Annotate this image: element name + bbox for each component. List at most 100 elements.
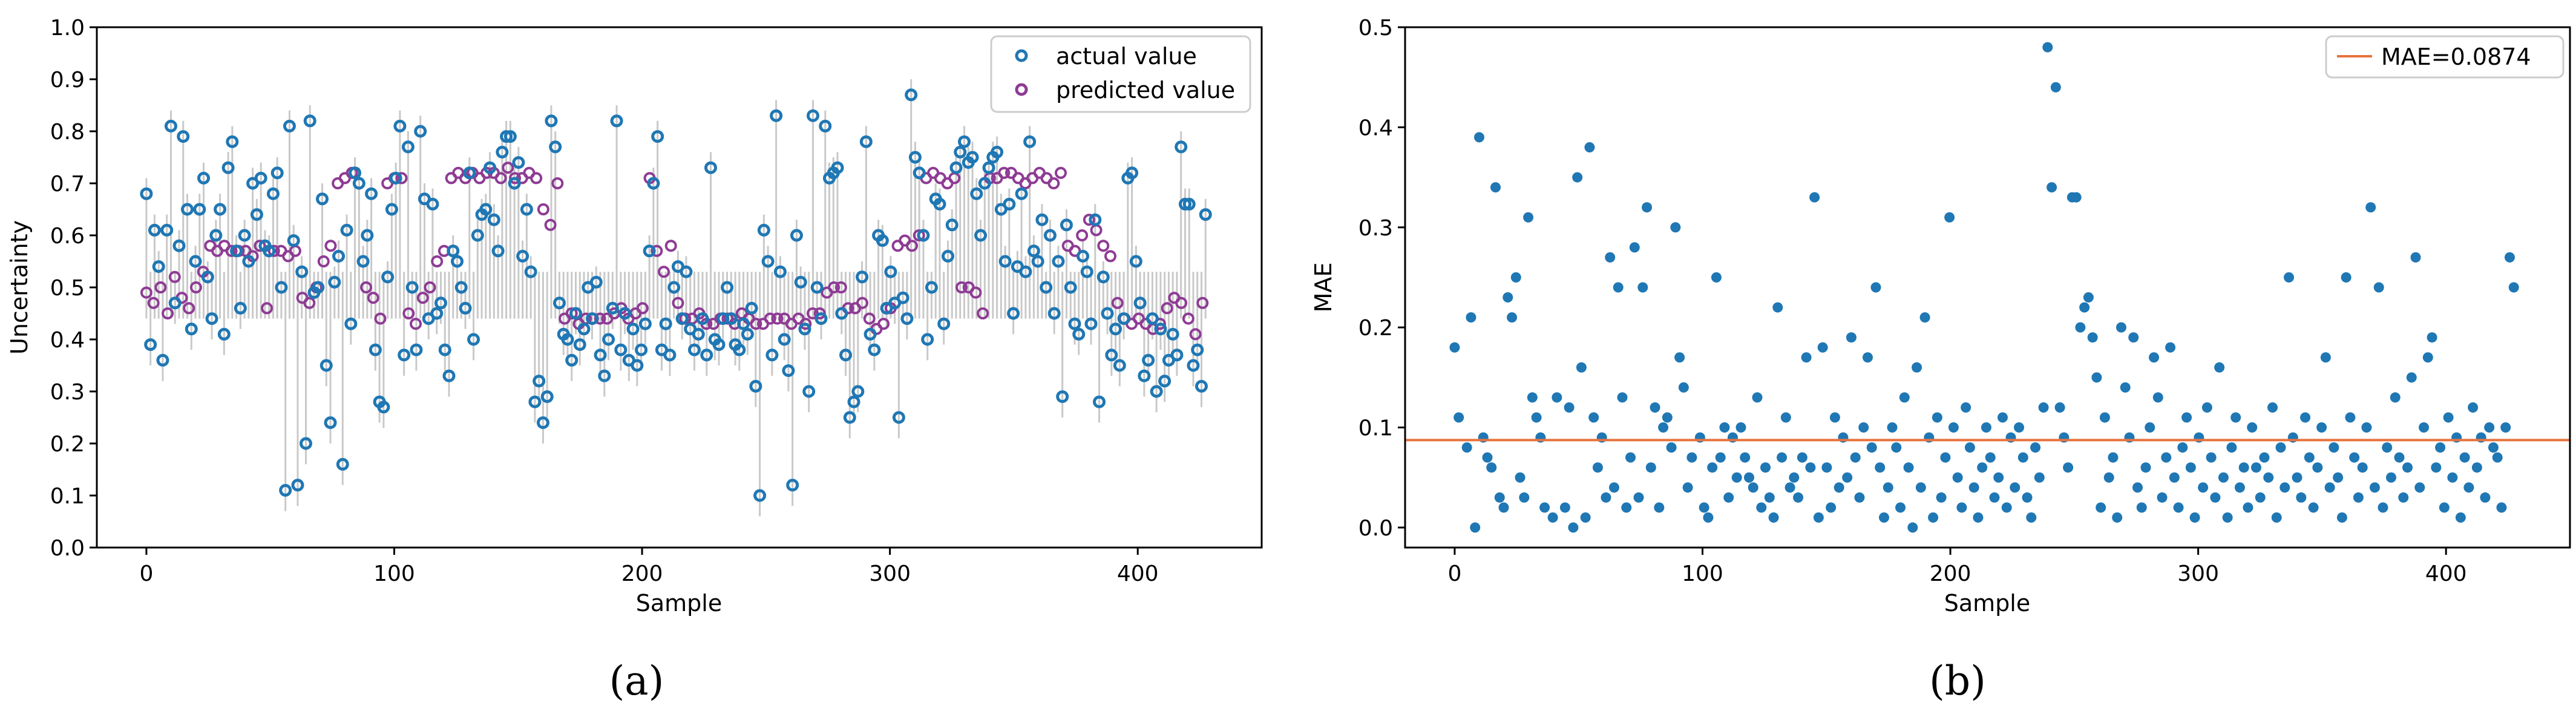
actual-point — [479, 203, 493, 216]
mae-point — [2496, 502, 2507, 513]
panel-label-a: (a) — [609, 658, 664, 704]
mae-point — [1797, 452, 1807, 463]
y-tick-label: 0.8 — [50, 120, 85, 145]
y-tick-label: 0.6 — [50, 224, 85, 249]
legend-box — [2325, 35, 2565, 79]
mae-point — [1588, 412, 1599, 423]
mae-point — [1891, 442, 1902, 453]
actual-point — [856, 270, 869, 284]
actual-point — [524, 265, 537, 278]
actual-point — [941, 249, 954, 263]
mae-point — [1936, 492, 1947, 503]
actual-value-series — [140, 88, 1212, 502]
mae-point — [1552, 392, 1562, 403]
actual-point — [483, 161, 497, 174]
actual-point — [299, 437, 312, 450]
actual-point — [949, 161, 963, 174]
actual-point — [164, 119, 177, 132]
mae-point — [1968, 482, 1979, 493]
mae-point — [2010, 482, 2020, 493]
actual-point — [1113, 359, 1126, 372]
y-tick-label: 0.0 — [50, 536, 85, 561]
actual-point — [140, 187, 153, 200]
predicted-point — [799, 318, 812, 330]
actual-point — [635, 343, 648, 356]
actual-point — [847, 395, 860, 408]
actual-point — [1047, 307, 1061, 320]
mae-point — [1903, 462, 1914, 473]
actual-point — [659, 317, 672, 330]
mae-point — [2336, 512, 2347, 523]
actual-point — [463, 166, 476, 180]
predicted-point — [1047, 177, 1060, 189]
x-tick-label: 0 — [139, 561, 153, 586]
predicted-point — [416, 292, 429, 304]
actual-point — [291, 479, 304, 492]
mae-point — [2341, 272, 2352, 283]
mae-point — [2201, 402, 2212, 413]
mae-point — [1674, 352, 1685, 363]
mae-point — [2320, 352, 2331, 363]
y-tick-label: 0.9 — [50, 68, 85, 93]
actual-point — [1076, 249, 1089, 263]
actual-point — [447, 244, 460, 258]
mae-point — [2422, 352, 2433, 363]
actual-point — [651, 130, 664, 143]
actual-point — [577, 322, 591, 336]
mae-point — [1731, 472, 1742, 483]
actual-point — [606, 301, 619, 315]
actual-point — [1142, 353, 1155, 367]
actual-point — [954, 145, 967, 159]
mae-point — [2308, 502, 2319, 513]
actual-point — [549, 140, 562, 154]
actual-point — [1101, 307, 1114, 320]
actual-point — [933, 197, 946, 211]
actual-point — [552, 296, 566, 310]
mae-point — [1559, 502, 1570, 513]
actual-point — [851, 385, 865, 398]
actual-point — [614, 343, 628, 356]
predicted-point — [664, 240, 677, 252]
predicted-point — [254, 240, 266, 252]
actual-point — [1138, 369, 1151, 382]
actual-point — [385, 203, 398, 216]
actual-point — [1023, 135, 1037, 148]
actual-point — [340, 223, 353, 237]
mae-point — [1743, 472, 1754, 483]
mae-point — [2267, 402, 2278, 413]
predicted-point — [360, 281, 373, 293]
mae-point — [2390, 392, 2401, 403]
mae-point — [1932, 412, 1942, 423]
mae-point — [1961, 402, 1971, 413]
mae-point — [2210, 492, 2221, 503]
mae-point — [2324, 482, 2335, 493]
predicted-point — [162, 307, 174, 319]
actual-point — [573, 338, 586, 352]
y-tick-label: 0.3 — [1358, 216, 1393, 241]
mae-point — [1629, 242, 1640, 253]
actual-point — [316, 192, 329, 206]
actual-point — [263, 244, 276, 258]
actual-point — [320, 359, 333, 372]
actual-point — [160, 223, 174, 237]
predicted-point — [509, 172, 522, 185]
mae-point — [2463, 482, 2474, 493]
mae-point — [2365, 202, 2376, 213]
mae-point — [1842, 472, 1853, 483]
mae-point — [1662, 412, 1673, 423]
mae-point — [1879, 512, 1890, 523]
mae-point — [2284, 272, 2295, 283]
predicted-point — [374, 312, 387, 325]
mae-point — [2173, 502, 2184, 513]
mae-point — [2459, 452, 2470, 463]
predicted-point — [750, 318, 762, 330]
mae-point — [1985, 452, 1996, 463]
x-tick-label: 100 — [373, 561, 415, 586]
actual-point — [401, 140, 415, 154]
predicted-point — [431, 255, 444, 267]
actual-point — [565, 353, 578, 367]
actual-point — [189, 255, 202, 268]
actual-point — [991, 145, 1004, 159]
actual-point — [180, 203, 194, 216]
predicted-point — [1182, 312, 1195, 325]
